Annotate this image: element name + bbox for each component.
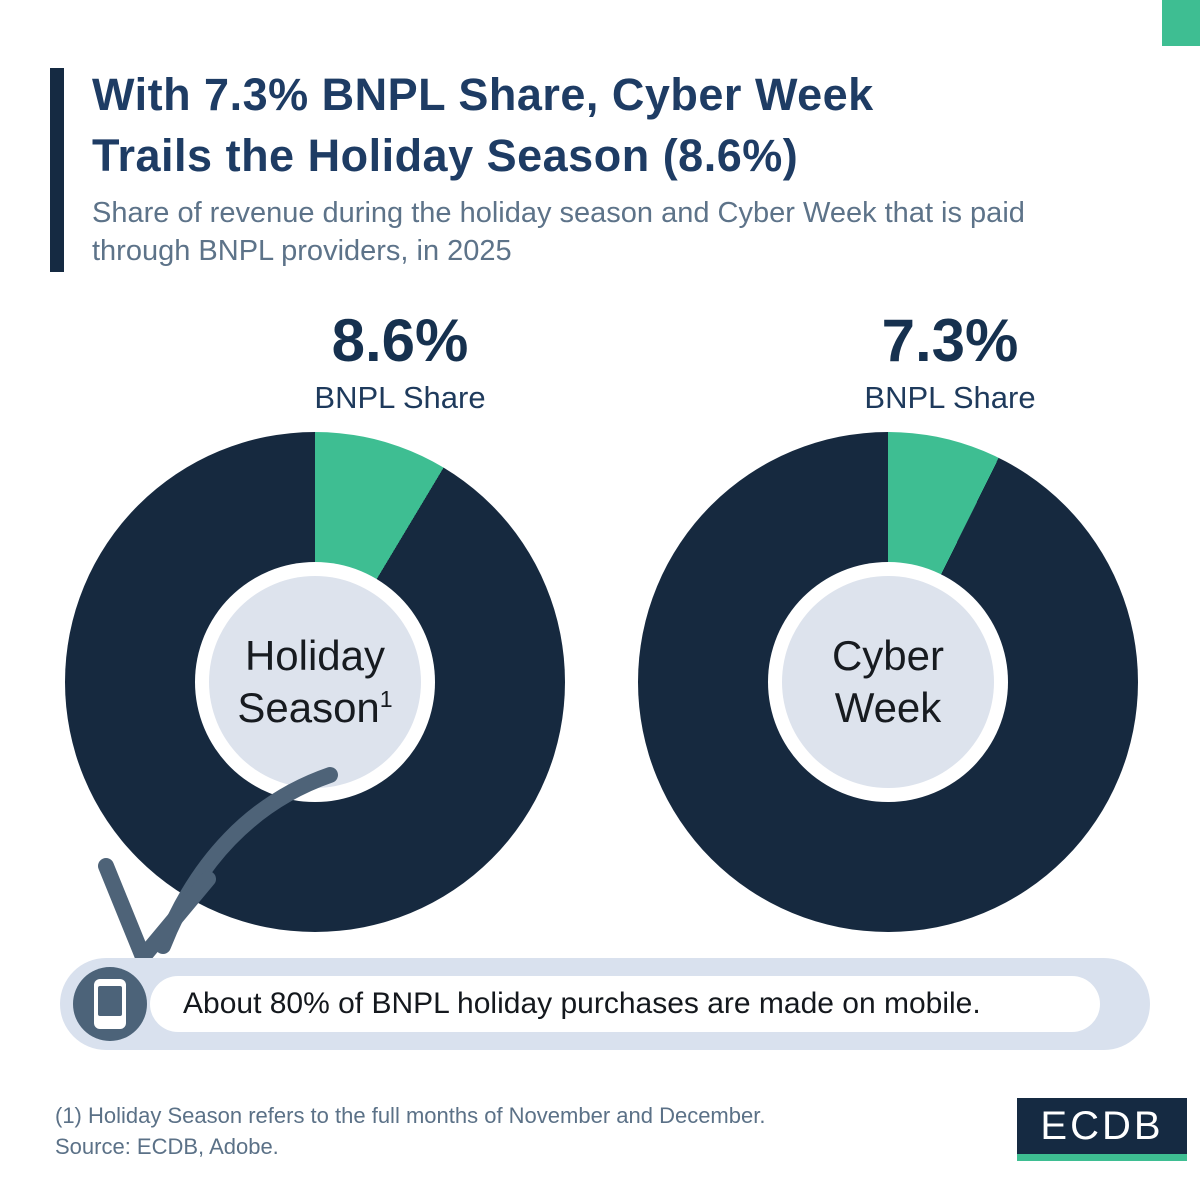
mobile-callout-pill: About 80% of BNPL holiday purchases are … bbox=[150, 976, 1100, 1032]
holiday-season-stat: 8.6% BNPL Share bbox=[230, 308, 570, 418]
mobile-phone-icon bbox=[73, 967, 147, 1041]
page-title: With 7.3% BNPL Share, Cyber Week Trails … bbox=[92, 64, 1112, 186]
ecdb-logo: ECDB bbox=[1017, 1098, 1187, 1161]
holiday-season-donut-label: Holiday Season1 bbox=[237, 632, 393, 731]
footnote-marker: 1 bbox=[379, 686, 393, 712]
mobile-callout-banner: About 80% of BNPL holiday purchases are … bbox=[60, 958, 1150, 1050]
cyber-week-donut-label: Cyber Week bbox=[831, 632, 945, 731]
brand-corner-accent bbox=[1162, 0, 1200, 46]
page-title-line1: With 7.3% BNPL Share, Cyber Week bbox=[92, 69, 874, 120]
ecdb-logo-underline bbox=[1017, 1154, 1187, 1161]
cyber-week-stat-value: 7.3% bbox=[881, 307, 1019, 374]
cyber-week-stat-caption: BNPL Share bbox=[864, 380, 1036, 415]
holiday-season-donut-center: Holiday Season1 bbox=[209, 576, 421, 788]
footnote-definition: (1) Holiday Season refers to the full mo… bbox=[55, 1103, 766, 1128]
ecdb-logo-text: ECDB bbox=[1040, 1103, 1164, 1148]
holiday-season-donut: Holiday Season1 bbox=[65, 432, 565, 932]
page-subtitle-line2: through BNPL providers, in 2025 bbox=[92, 235, 512, 267]
page-title-line2: Trails the Holiday Season (8.6%) bbox=[92, 130, 799, 181]
holiday-season-stat-caption: BNPL Share bbox=[314, 380, 486, 415]
cyber-week-donut-center: Cyber Week bbox=[782, 576, 994, 788]
mobile-callout-text: About 80% of BNPL holiday purchases are … bbox=[183, 987, 981, 1020]
holiday-season-stat-value: 8.6% bbox=[331, 307, 469, 374]
cyber-week-stat: 7.3% BNPL Share bbox=[780, 308, 1120, 418]
cyber-week-donut: Cyber Week bbox=[638, 432, 1138, 932]
page-subtitle-line1: Share of revenue during the holiday seas… bbox=[92, 197, 1025, 229]
footnote: (1) Holiday Season refers to the full mo… bbox=[55, 1100, 955, 1162]
footnote-source: Source: ECDB, Adobe. bbox=[55, 1134, 279, 1159]
title-accent-bar bbox=[50, 68, 64, 272]
page-subtitle: Share of revenue during the holiday seas… bbox=[92, 194, 1132, 270]
